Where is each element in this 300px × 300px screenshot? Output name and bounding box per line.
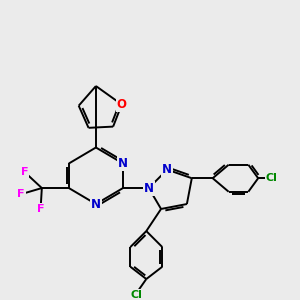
Text: N: N xyxy=(118,157,128,170)
Text: Cl: Cl xyxy=(130,290,142,300)
Text: Cl: Cl xyxy=(266,173,278,183)
Text: N: N xyxy=(162,163,172,176)
Text: N: N xyxy=(144,182,154,195)
Text: F: F xyxy=(21,167,28,177)
Text: F: F xyxy=(17,189,25,199)
Text: F: F xyxy=(37,204,44,214)
Text: O: O xyxy=(117,98,127,111)
Text: N: N xyxy=(91,197,101,211)
